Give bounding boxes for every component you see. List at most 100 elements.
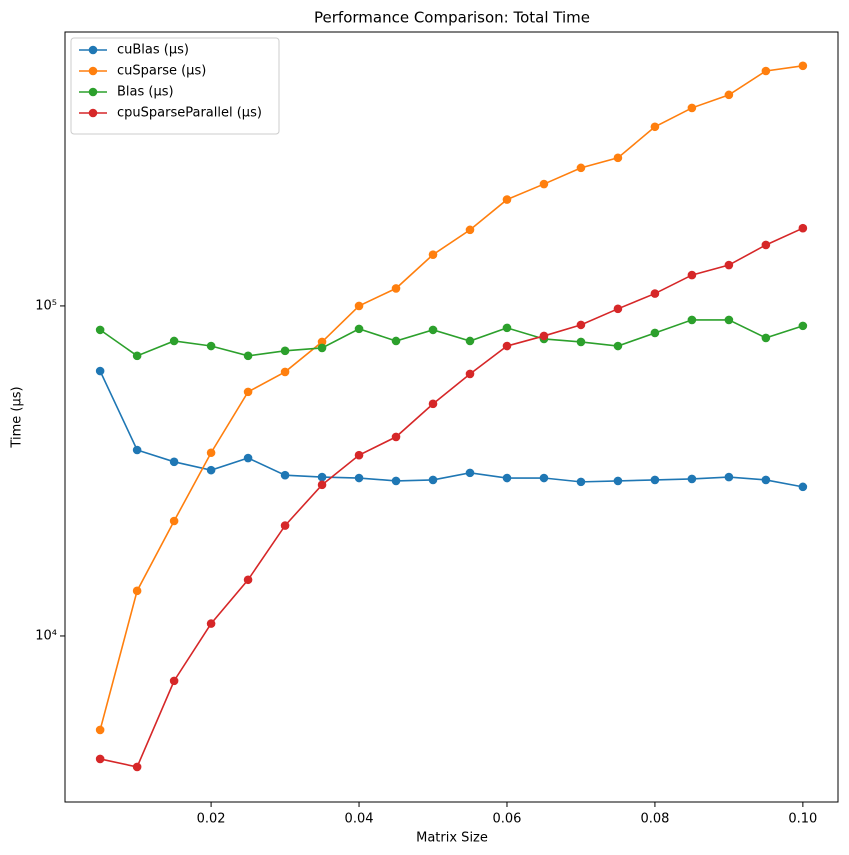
data-point bbox=[132, 586, 142, 596]
legend-marker bbox=[88, 66, 98, 76]
data-point bbox=[761, 240, 771, 250]
data-point bbox=[206, 341, 216, 351]
data-point bbox=[798, 61, 808, 71]
data-point bbox=[761, 66, 771, 76]
series-line bbox=[99, 319, 804, 357]
data-point bbox=[95, 754, 105, 764]
data-point bbox=[169, 336, 179, 346]
data-point bbox=[132, 762, 142, 772]
y-axis-label: Time (µs) bbox=[10, 386, 25, 448]
data-point bbox=[428, 250, 438, 259]
data-point bbox=[576, 337, 586, 347]
data-point bbox=[206, 465, 216, 475]
data-point bbox=[502, 341, 512, 351]
data-point bbox=[354, 324, 364, 334]
data-point bbox=[317, 343, 327, 353]
y-tick-label: 10⁴ bbox=[35, 628, 57, 643]
data-point bbox=[576, 320, 586, 330]
data-point bbox=[428, 399, 438, 409]
data-point bbox=[613, 304, 623, 314]
data-point bbox=[169, 676, 179, 686]
data-point bbox=[687, 270, 697, 280]
data-point bbox=[391, 432, 401, 442]
data-point bbox=[502, 323, 512, 333]
data-point bbox=[798, 223, 808, 233]
data-point bbox=[687, 103, 697, 113]
data-point bbox=[391, 476, 401, 486]
data-point bbox=[280, 346, 290, 356]
x-axis-label: Matrix Size bbox=[416, 831, 488, 846]
legend-marker bbox=[88, 87, 98, 97]
data-point bbox=[354, 473, 364, 483]
data-point bbox=[428, 325, 438, 335]
data-point bbox=[317, 472, 327, 482]
data-point bbox=[280, 470, 290, 480]
data-point bbox=[687, 315, 697, 325]
data-point bbox=[169, 516, 179, 526]
data-point bbox=[95, 325, 105, 335]
data-point bbox=[354, 301, 364, 311]
data-point bbox=[465, 468, 475, 478]
legend-label: cuBlas (µs) bbox=[117, 43, 189, 58]
data-point bbox=[317, 480, 327, 490]
data-point bbox=[391, 336, 401, 346]
data-point bbox=[465, 336, 475, 346]
data-point bbox=[317, 337, 327, 347]
plot-frame bbox=[64, 31, 839, 803]
data-point bbox=[724, 315, 734, 325]
legend-marker bbox=[88, 108, 98, 118]
x-tick-label: 0.06 bbox=[493, 812, 522, 827]
data-point bbox=[650, 475, 660, 485]
series-line bbox=[99, 227, 804, 768]
data-point bbox=[650, 122, 660, 132]
data-point bbox=[576, 163, 586, 173]
data-point bbox=[724, 472, 734, 482]
data-point bbox=[539, 473, 549, 483]
data-point bbox=[206, 619, 216, 628]
data-point bbox=[613, 153, 623, 163]
legend: cuBlas (µs) cuSparse (µs) Blas (µs) cpuSpar… bbox=[70, 37, 280, 135]
data-point bbox=[243, 351, 253, 361]
legend-marker bbox=[88, 45, 98, 55]
data-point bbox=[724, 260, 734, 270]
series-line bbox=[99, 370, 804, 488]
data-point bbox=[613, 476, 623, 486]
data-point bbox=[502, 473, 512, 483]
data-point bbox=[502, 195, 512, 204]
data-point bbox=[761, 333, 771, 343]
data-point bbox=[243, 575, 253, 585]
data-point bbox=[724, 90, 734, 100]
data-point bbox=[465, 225, 475, 235]
data-point bbox=[280, 367, 290, 377]
data-point bbox=[465, 369, 475, 379]
data-point bbox=[169, 457, 179, 467]
data-point bbox=[650, 289, 660, 298]
data-point bbox=[243, 453, 253, 463]
data-point bbox=[539, 331, 549, 341]
x-tick-label: 0.10 bbox=[788, 812, 817, 827]
data-point bbox=[761, 475, 771, 485]
data-point bbox=[428, 475, 438, 485]
data-point bbox=[539, 179, 549, 189]
chart-title: Performance Comparison: Total Time bbox=[314, 9, 590, 27]
legend-label: Blas (µs) bbox=[117, 85, 174, 100]
data-point bbox=[95, 725, 105, 735]
data-point bbox=[132, 445, 142, 455]
x-tick-label: 0.08 bbox=[640, 812, 669, 827]
data-point bbox=[206, 448, 216, 458]
data-point bbox=[132, 351, 142, 361]
data-point bbox=[613, 341, 623, 351]
data-point bbox=[576, 477, 586, 487]
data-point bbox=[687, 474, 697, 484]
data-point bbox=[243, 387, 253, 397]
y-tick-label: 10⁵ bbox=[35, 298, 57, 313]
data-point bbox=[280, 521, 290, 530]
data-point bbox=[650, 328, 660, 338]
data-point bbox=[391, 284, 401, 293]
data-point bbox=[95, 366, 105, 376]
x-tick-label: 0.02 bbox=[197, 812, 226, 827]
data-point bbox=[798, 482, 808, 492]
data-point bbox=[798, 321, 808, 331]
legend-label: cpuSparseParallel (µs) bbox=[117, 106, 262, 121]
